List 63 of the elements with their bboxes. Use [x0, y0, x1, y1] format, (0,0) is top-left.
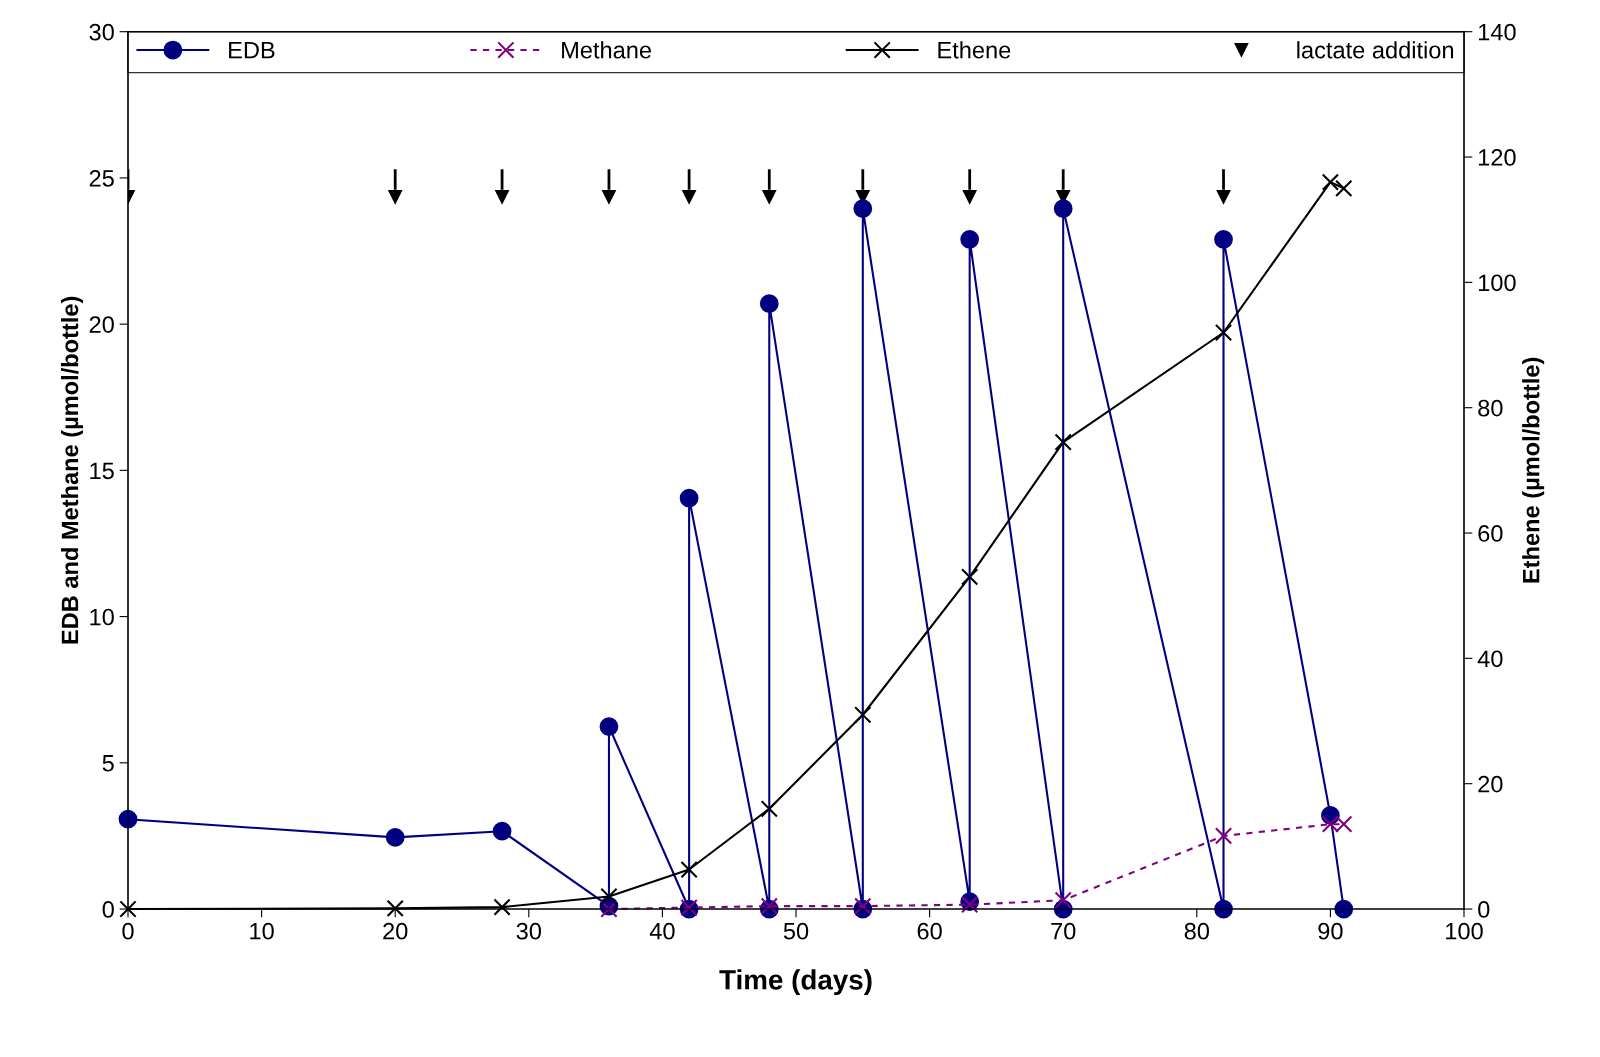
- y2-tick-label: 140: [1478, 23, 1516, 41]
- point: [1214, 229, 1233, 249]
- point: [1054, 433, 1072, 451]
- y2-axis-title: Ethene (µmol/bottle): [1522, 357, 1545, 583]
- legend-label: lactate addition: [1297, 41, 1454, 59]
- point: [492, 821, 512, 841]
- x-axis-title: Time (days): [719, 969, 872, 996]
- y-axis-title: EDB and Methane (µmol/bottle): [60, 296, 83, 644]
- y-tick-label: 5: [102, 755, 114, 772]
- point: [1216, 189, 1231, 204]
- legend-label: EDB: [229, 42, 275, 59]
- x-tick-label: 40: [649, 922, 675, 940]
- x-tick-label: 90: [1318, 922, 1343, 940]
- y-tick-label: 20: [89, 316, 114, 333]
- point: [680, 860, 698, 879]
- point: [962, 189, 977, 204]
- point: [1321, 173, 1340, 191]
- y-tick-label: 30: [89, 23, 114, 41]
- x-tick-label: 50: [783, 922, 809, 940]
- point: [1054, 891, 1072, 909]
- x-tick-label: 80: [1184, 922, 1210, 940]
- point: [762, 189, 777, 204]
- point: [388, 189, 403, 204]
- legend-label: Methane: [562, 41, 651, 59]
- point: [760, 800, 778, 818]
- y-tick-label: 15: [90, 462, 114, 480]
- point: [385, 828, 405, 847]
- x-tick-label: 20: [383, 922, 408, 940]
- y-tick-label: 25: [89, 170, 114, 187]
- point: [599, 717, 619, 736]
- y2-tick-label: 60: [1478, 525, 1503, 542]
- point: [1214, 827, 1233, 845]
- point: [759, 294, 779, 314]
- x-tick-label: 70: [1051, 922, 1076, 940]
- y2-tick-label: 20: [1478, 775, 1503, 793]
- point: [1053, 199, 1073, 219]
- point: [600, 887, 618, 906]
- point: [853, 199, 873, 219]
- point: [679, 488, 699, 508]
- x-tick-label: 30: [516, 922, 542, 940]
- legend-label: Ethene: [938, 41, 1011, 59]
- y2-tick-label: 120: [1478, 149, 1516, 166]
- point: [854, 706, 872, 724]
- x-tick-label: 100: [1446, 922, 1483, 940]
- x-tick-label: 10: [250, 922, 274, 940]
- point: [1214, 323, 1233, 342]
- x-tick-label: 0: [122, 922, 134, 940]
- point: [682, 189, 697, 204]
- point: [1335, 179, 1353, 198]
- y2-tick-label: 40: [1477, 650, 1503, 668]
- point: [960, 229, 980, 249]
- point: [493, 898, 511, 916]
- point: [119, 900, 137, 918]
- point: [495, 189, 510, 204]
- y-tick-label: 10: [90, 608, 114, 626]
- y2-tick-label: 0: [1478, 901, 1490, 918]
- point: [961, 568, 979, 586]
- point: [602, 189, 616, 204]
- x-tick-label: 60: [917, 922, 942, 940]
- y2-tick-label: 100: [1478, 274, 1516, 292]
- y-tick-label: 0: [102, 901, 114, 918]
- point: [386, 899, 404, 918]
- y2-tick-label: 80: [1478, 399, 1503, 417]
